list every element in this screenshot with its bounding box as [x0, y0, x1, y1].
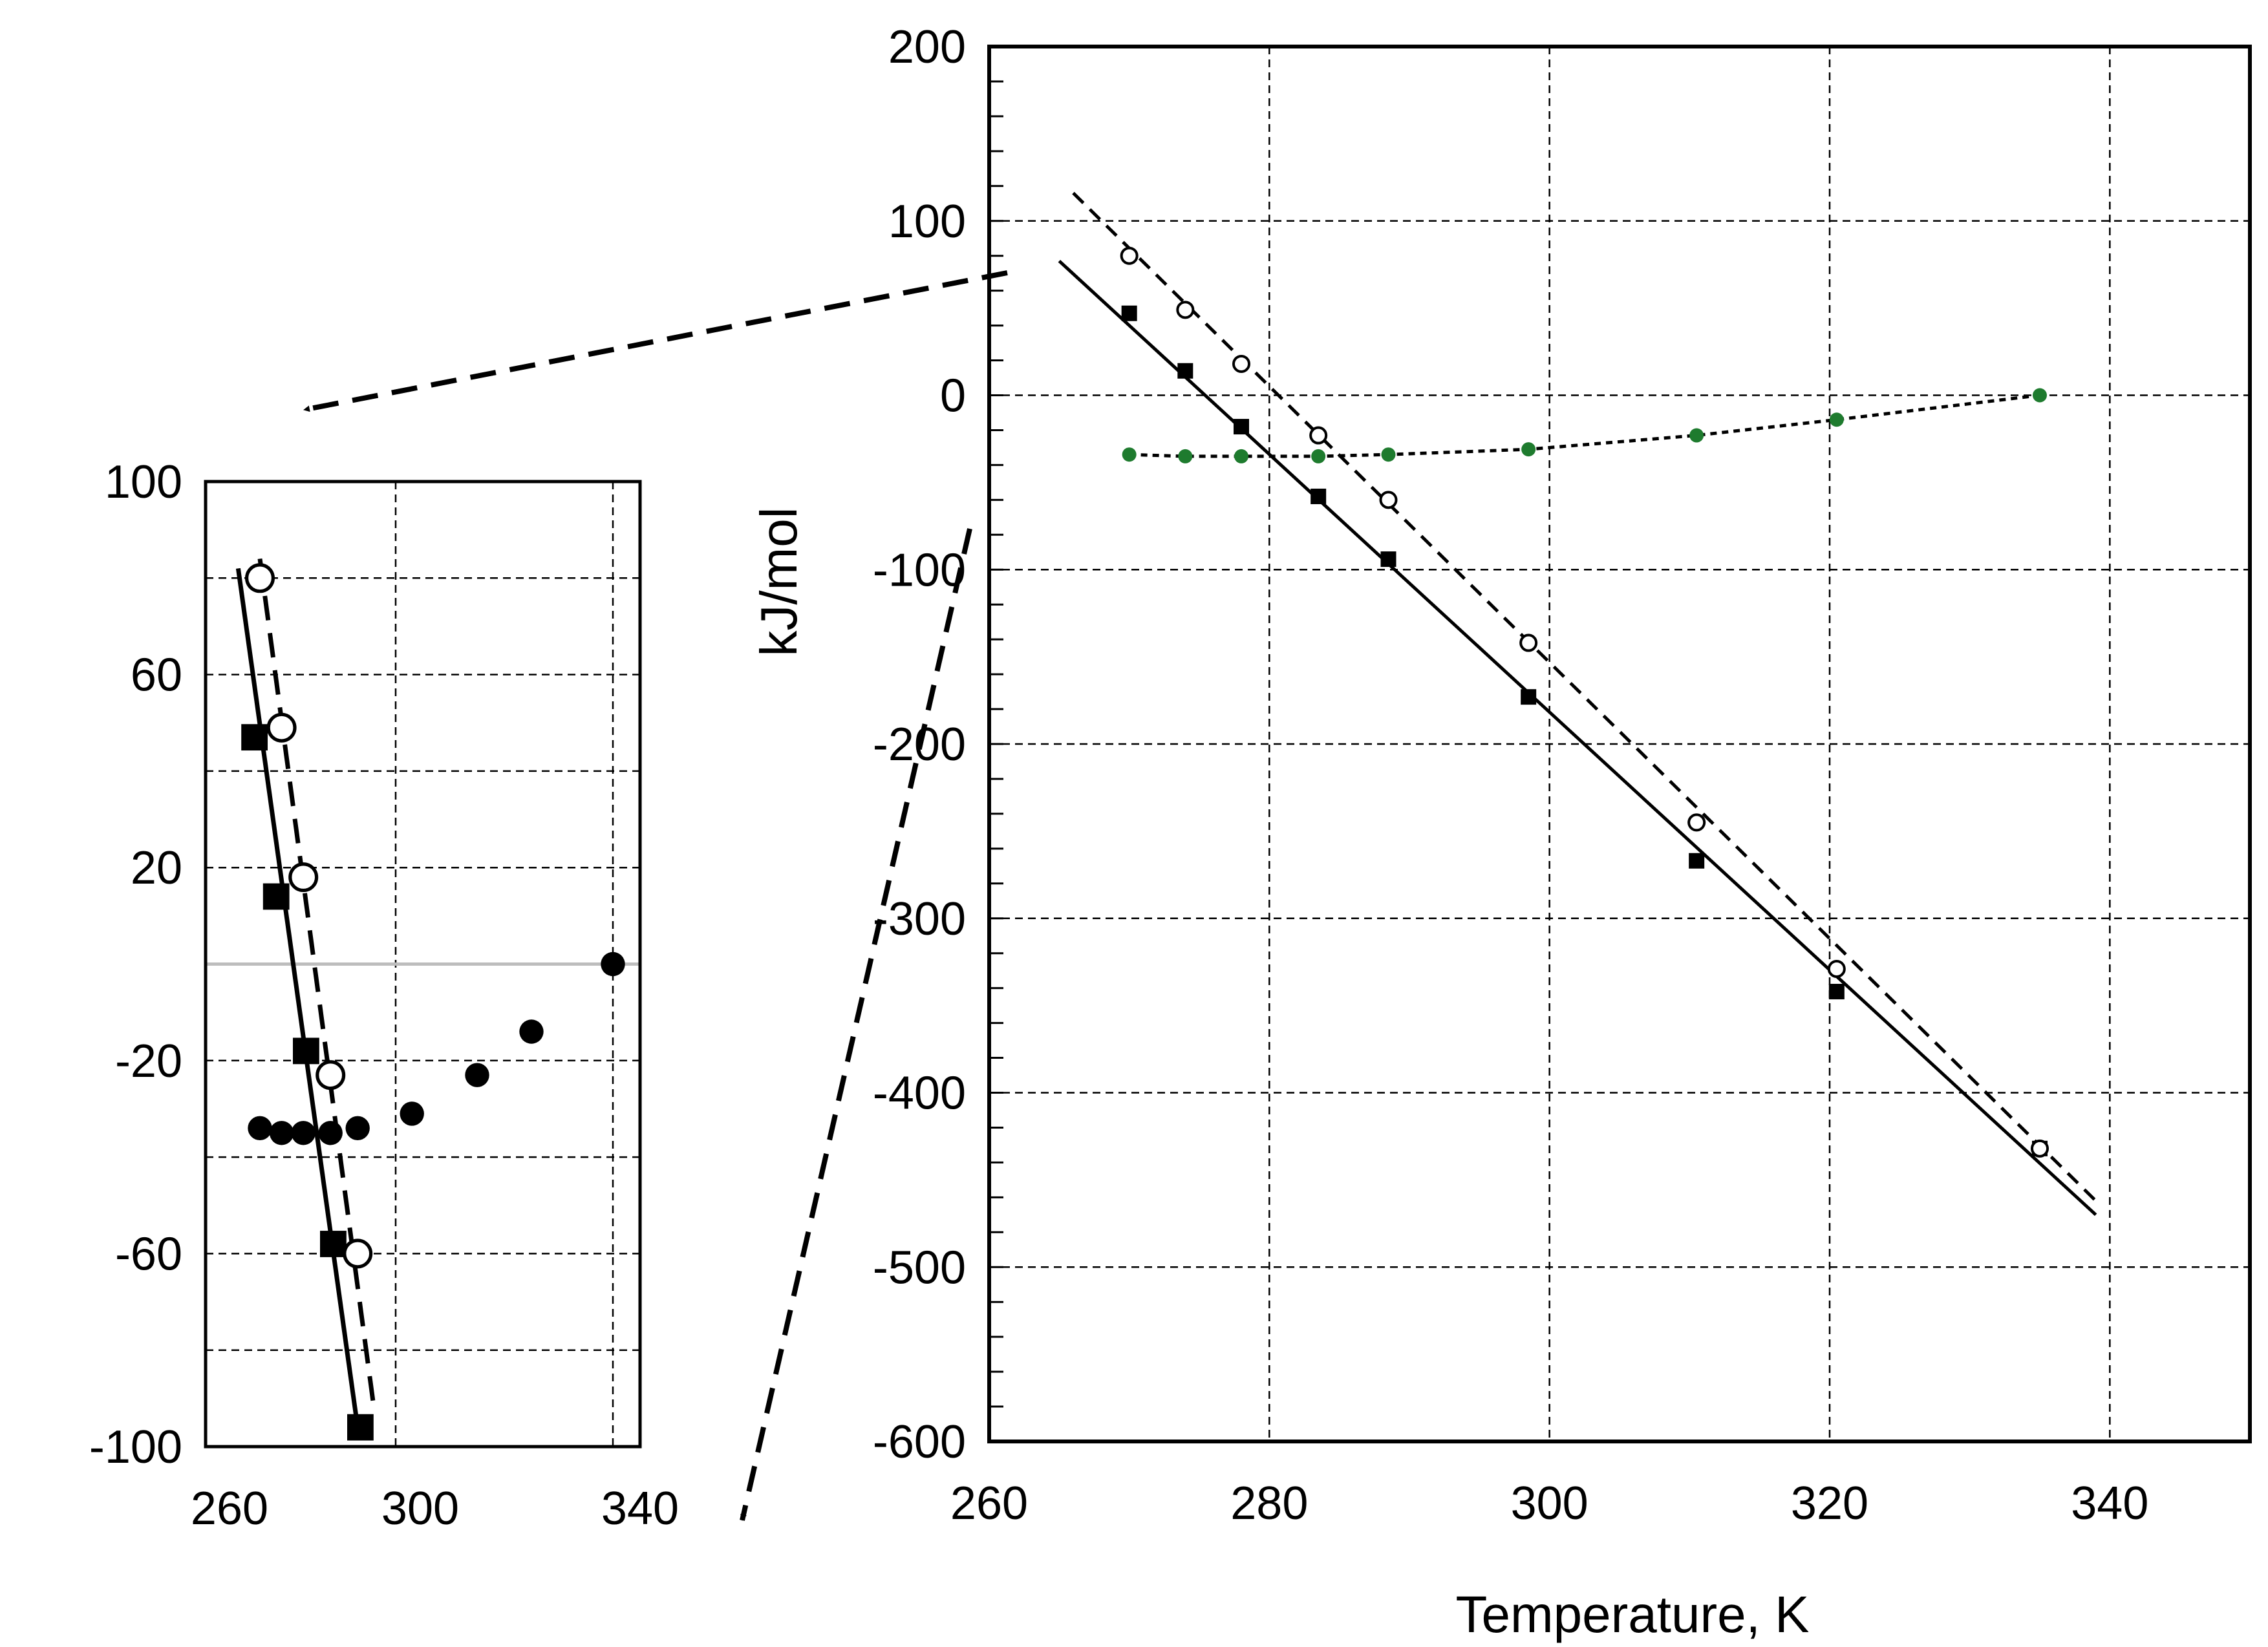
inset-x-tick-label: 340 [601, 1483, 679, 1535]
inset-point-square [241, 724, 268, 751]
inset-x-tick-label: 260 [191, 1483, 268, 1535]
main-point-filled-circle [1311, 449, 1326, 463]
zoom-connector-arrows [303, 270, 1008, 1521]
main-point-open-circle [2031, 1139, 2049, 1158]
main-minor-ticks [989, 45, 1003, 1443]
inset-point-open-circle [288, 862, 319, 893]
main-point-square [1689, 853, 1705, 869]
inset-point-open-circle [316, 1060, 346, 1090]
inset-fit-line-0 [235, 568, 360, 1428]
inset-point-filled-circle [519, 1019, 544, 1044]
main-x-tick-label: 320 [1791, 1478, 1868, 1529]
inset-chart: 260 300 340 100 60 20 -20 -60 -100 [89, 456, 679, 1535]
inset-point-filled-circle [465, 1063, 489, 1087]
main-point-open-circle [1519, 633, 1538, 652]
inset-point-square [262, 883, 290, 910]
main-point-filled-circle [1178, 449, 1193, 463]
main-x-tick-labels: 260 280 300 320 340 [950, 1478, 2148, 1529]
main-markers [1120, 246, 2049, 1158]
inset-point-square [347, 1414, 374, 1441]
inset-point-filled-circle [291, 1121, 316, 1145]
main-point-square [1311, 488, 1327, 504]
main-y-tick-label: -400 [873, 1068, 966, 1120]
main-x-tick-label: 280 [1230, 1478, 1308, 1529]
main-x-tick-label: 260 [950, 1478, 1028, 1529]
inset-y-tick-label: -20 [115, 1036, 182, 1087]
inset-point-open-circle [266, 712, 297, 743]
inset-markers [241, 563, 625, 1441]
main-y-tick-label: -300 [873, 893, 966, 945]
main-x-tick-label: 340 [2071, 1478, 2148, 1529]
main-point-filled-circle [1829, 412, 1844, 427]
inset-point-filled-circle [601, 951, 625, 977]
inset-plot-frame [204, 480, 642, 1449]
main-fit-line-1 [1072, 191, 2097, 1202]
main-chart: 260 280 300 320 340 2001000-100-200-300-400-… [750, 21, 2252, 1643]
inset-point-square [293, 1037, 319, 1065]
main-fit-line-0 [1058, 259, 2097, 1217]
main-point-open-circle [1827, 959, 1846, 978]
main-lines [1058, 191, 2097, 1217]
main-point-filled-circle [1381, 447, 1396, 462]
inset-y-tick-label: 100 [105, 456, 182, 508]
main-y-tick-label: -600 [873, 1416, 966, 1468]
inset-point-open-circle [343, 1238, 373, 1269]
inset-y-tick-label: -60 [115, 1228, 182, 1280]
main-x-axis-title: Temperature, K [1456, 1586, 1810, 1643]
main-point-open-circle [1687, 813, 1706, 832]
main-y-axis-title: kJ/mol [750, 507, 808, 656]
inset-y-tick-labels: 100 60 20 -20 -60 -100 [89, 456, 182, 1473]
main-point-open-circle [1309, 426, 1328, 445]
main-point-open-circle [1176, 301, 1195, 319]
main-y-tick-label: 0 [940, 370, 966, 422]
inset-point-filled-circle [269, 1121, 294, 1145]
main-point-square [1121, 305, 1137, 321]
inset-lines [235, 558, 376, 1428]
main-point-filled-circle [1521, 442, 1536, 457]
inset-point-filled-circle [400, 1101, 424, 1126]
main-point-filled-circle [2033, 388, 2047, 403]
main-grid [989, 47, 2251, 1441]
main-point-open-circle [1379, 491, 1398, 509]
main-y-tick-label: 200 [888, 21, 966, 73]
inset-x-tick-labels: 260 300 340 [191, 1483, 679, 1535]
main-y-tick-label: 100 [888, 196, 966, 248]
inset-point-open-circle [244, 563, 275, 593]
inset-y-tick-label: -100 [89, 1421, 182, 1473]
main-point-square [1521, 689, 1537, 705]
main-point-filled-circle [1234, 449, 1248, 463]
inset-point-filled-circle [318, 1121, 343, 1145]
inset-y-tick-label: 20 [131, 842, 182, 894]
inset-grid [206, 482, 640, 1447]
main-point-filled-circle [1122, 447, 1137, 462]
zoom-arrow-bottom [740, 528, 972, 1521]
main-x-tick-label: 300 [1511, 1478, 1589, 1529]
inset-fit-line-1 [257, 558, 376, 1408]
main-y-tick-label: -500 [873, 1242, 966, 1293]
inset-point-filled-circle [345, 1116, 370, 1141]
main-plot-frame [987, 45, 2252, 1443]
zoom-arrow-top [303, 270, 1008, 412]
main-point-square [1828, 984, 1845, 1000]
main-point-square [1380, 551, 1396, 568]
main-point-open-circle [1120, 246, 1139, 265]
main-point-square [1234, 419, 1249, 435]
main-point-square [1177, 363, 1193, 379]
inset-y-tick-label: 60 [131, 650, 182, 701]
main-series-line-2 [1129, 394, 2040, 458]
main-y-tick-label: -100 [873, 544, 966, 596]
inset-point-square [320, 1231, 347, 1257]
main-point-filled-circle [1689, 428, 1704, 443]
inset-point-filled-circle [248, 1116, 272, 1141]
inset-x-tick-label: 300 [381, 1483, 459, 1535]
main-point-open-circle [1232, 354, 1250, 373]
